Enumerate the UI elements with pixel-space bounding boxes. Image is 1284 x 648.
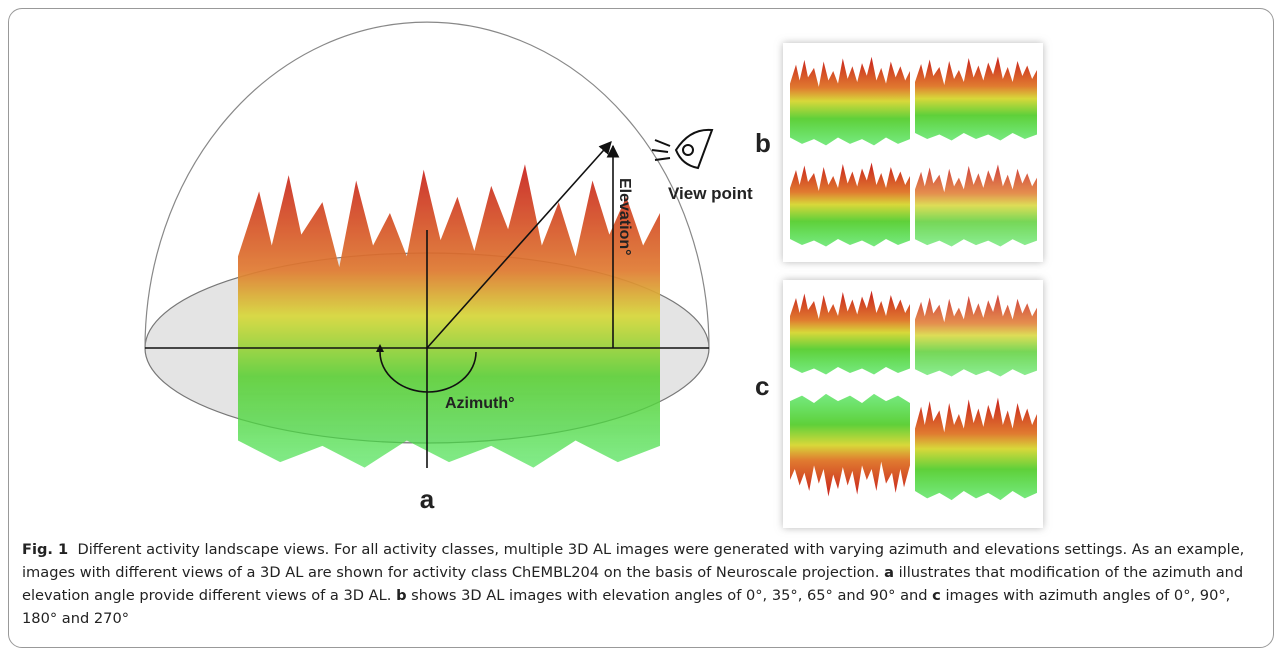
view-point-label: View point xyxy=(668,184,753,203)
caption-text: illustrates that modification of the azi… xyxy=(22,564,1244,604)
figure: View point Elevation° Azimuth° a b c xyxy=(144,21,1043,528)
caption-label: Fig. 1 xyxy=(22,541,69,558)
caption-ref: c xyxy=(932,587,941,604)
caption: Fig. 1 Different activity landscape view… xyxy=(22,538,1262,630)
azimuth-label: Azimuth° xyxy=(445,395,515,412)
caption-text: shows 3D AL images with elevation angles… xyxy=(406,587,933,604)
elevation-label: Elevation° xyxy=(616,178,633,256)
caption-text: images with azimuth angles of 0°, 90°, 1… xyxy=(22,587,1231,627)
panel-label: a xyxy=(420,484,435,514)
panel-label: b xyxy=(755,128,771,158)
caption-text: Different activity landscape views. For … xyxy=(22,541,1245,581)
caption-ref: a xyxy=(884,564,894,581)
caption-ref: b xyxy=(396,587,407,604)
panel-b: b xyxy=(755,43,1043,262)
panel-c: c xyxy=(755,280,1043,528)
panel-label: c xyxy=(755,371,769,401)
panel-a: View point Elevation° Azimuth° a xyxy=(144,21,753,514)
